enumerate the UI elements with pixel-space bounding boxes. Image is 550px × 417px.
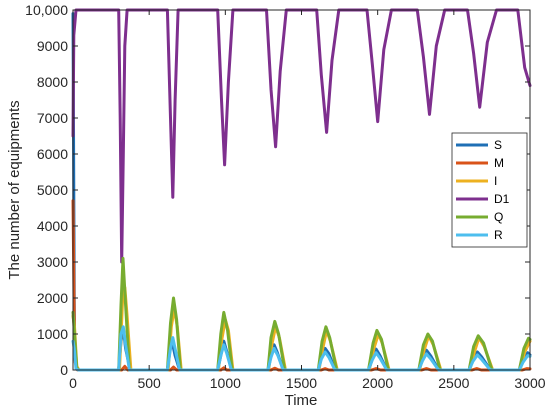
x-tick-label: 500: [137, 375, 161, 391]
y-axis-ticks: 0 1000 2000 3000 4000 5000 6000 7000 8000 9000 10,…: [25, 2, 530, 378]
y-tick-label: 8000: [37, 74, 68, 90]
y-tick-label: 7000: [37, 110, 68, 126]
x-tick-label: 1500: [286, 375, 317, 391]
y-tick-label: 1000: [37, 326, 68, 342]
y-tick-label: 10,000: [25, 2, 68, 18]
x-tick-label: 2000: [362, 375, 393, 391]
y-axis-label: The number of equipments: [6, 100, 23, 279]
legend-label-r: R: [494, 228, 503, 242]
y-tick-label: 5000: [37, 182, 68, 198]
legend-box: [451, 132, 528, 248]
x-tick-label: 3000: [514, 375, 545, 391]
y-tick-label: 6000: [37, 146, 68, 162]
legend-label-i: I: [494, 174, 497, 188]
legend: SMI D1 QR: [451, 132, 528, 248]
y-tick-label: 2000: [37, 290, 68, 306]
y-tick-label: 0: [60, 362, 68, 378]
y-tick-label: 4000: [37, 218, 68, 234]
y-tick-label: 3000: [37, 254, 68, 270]
legend-label-d1: D1: [494, 192, 510, 206]
x-tick-label: 1000: [210, 375, 241, 391]
legend-label-q: Q: [494, 210, 503, 224]
legend-label-m: M: [494, 156, 504, 170]
x-axis-ticks: 0 500 1000 1500 2000 2500 3000: [69, 10, 546, 391]
y-tick-label: 9000: [37, 38, 68, 54]
x-tick-label: 0: [69, 375, 77, 391]
legend-label-s: S: [494, 138, 502, 152]
x-tick-label: 2500: [438, 375, 469, 391]
x-axis-label: Time: [285, 392, 318, 409]
